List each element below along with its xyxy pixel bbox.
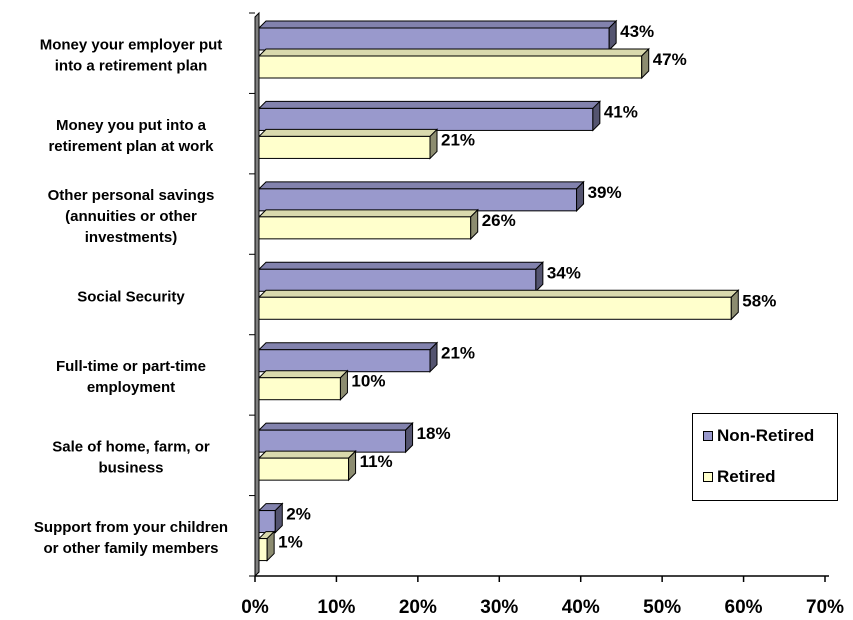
- axis-wall: [254, 11, 260, 578]
- x-tick-label-2: 20%: [399, 597, 437, 618]
- bar-side-non-retired-4: [429, 341, 438, 373]
- category-label-1: Money you put into a retirement plan at w…: [48, 117, 214, 155]
- category-label-line: employment: [87, 379, 175, 396]
- bar-non-retired-0: [258, 27, 610, 51]
- bar-non-retired-1: [258, 107, 594, 131]
- bar-retired-4: [258, 377, 341, 401]
- legend-label-non-retired: Non-Retired: [717, 426, 815, 445]
- x-tick-label-1: 10%: [317, 597, 355, 618]
- data-label-non-retired-4: 21%: [441, 344, 475, 363]
- bar-retired-6: [258, 538, 268, 562]
- bar-side-retired-6: [266, 530, 275, 562]
- bar-top-non-retired-3: [257, 261, 545, 270]
- data-label-non-retired-6: 2%: [286, 505, 311, 524]
- data-label-retired-5: 11%: [360, 452, 393, 471]
- bar-side-retired-5: [348, 449, 357, 482]
- category-label-line: Money your employer put: [40, 37, 223, 54]
- bar-side-retired-0: [641, 47, 650, 80]
- bar-top-non-retired-4: [257, 342, 439, 351]
- bar-retired-1: [258, 135, 431, 159]
- category-label-line: Other personal savings: [48, 187, 215, 204]
- category-label-line: Support from your children: [34, 519, 228, 536]
- category-label-line: Social Security: [77, 288, 185, 305]
- category-label-line: investments): [85, 229, 178, 246]
- legend-item-non-retired: Non-Retired: [703, 426, 814, 446]
- bar-top-non-retired-2: [257, 181, 585, 190]
- bar-non-retired-4: [258, 349, 431, 373]
- category-label-line: retirement plan at work: [48, 138, 214, 155]
- bar-side-non-retired-1: [592, 100, 601, 132]
- data-label-non-retired-3: 34%: [547, 263, 581, 282]
- category-label-line: (annuities or other: [65, 208, 197, 225]
- chart-legend: Non-Retired Retired: [692, 413, 838, 501]
- data-label-retired-6: 1%: [278, 533, 303, 552]
- category-label-0: Money your employer put into a retirement…: [40, 37, 223, 75]
- data-label-retired-3: 58%: [742, 291, 776, 310]
- bar-top-non-retired-0: [257, 20, 618, 29]
- category-label-2: Other personal savings (annuities or othe…: [48, 187, 215, 246]
- data-label-non-retired-2: 39%: [588, 183, 622, 202]
- bar-top-non-retired-1: [257, 100, 602, 109]
- bar-top-retired-2: [257, 209, 479, 218]
- bar-retired-5: [258, 457, 350, 481]
- data-label-retired-1: 21%: [441, 130, 475, 149]
- bar-non-retired-5: [258, 429, 407, 453]
- category-label-line: business: [98, 460, 163, 477]
- bar-non-retired-2: [258, 188, 578, 212]
- data-label-retired-2: 26%: [482, 211, 516, 230]
- data-label-non-retired-5: 18%: [417, 424, 451, 443]
- category-label-line: Full-time or part-time: [56, 358, 206, 375]
- bar-side-non-retired-5: [405, 421, 414, 454]
- bar-side-retired-4: [339, 369, 348, 401]
- bar-retired-3: [258, 296, 732, 320]
- bar-side-retired-3: [730, 289, 739, 321]
- bar-side-non-retired-6: [274, 502, 283, 534]
- category-label-line: Sale of home, farm, or: [52, 439, 210, 456]
- bar-non-retired-3: [258, 268, 537, 292]
- bar-non-retired-6: [258, 510, 276, 534]
- bar-retired-2: [258, 216, 472, 240]
- bar-side-non-retired-2: [576, 180, 585, 213]
- category-label-line: into a retirement plan: [55, 58, 208, 75]
- category-label-5: Sale of home, farm, or business: [52, 439, 210, 477]
- data-label-retired-4: 10%: [351, 372, 385, 391]
- x-tick-label-0: 0%: [241, 597, 269, 618]
- bar-side-retired-1: [429, 128, 438, 160]
- category-label-line: Money you put into a: [56, 117, 207, 134]
- bar-top-non-retired-5: [257, 422, 414, 431]
- bar-top-retired-5: [257, 450, 357, 459]
- bar-top-retired-0: [257, 48, 650, 57]
- data-label-non-retired-1: 41%: [604, 102, 638, 121]
- x-tick-label-7: 70%: [806, 597, 844, 618]
- x-tick-label-3: 30%: [480, 597, 518, 618]
- legend-label-retired: Retired: [717, 467, 776, 486]
- x-tick-label-4: 40%: [562, 597, 600, 618]
- bar-side-non-retired-3: [535, 261, 544, 293]
- bar-top-retired-1: [257, 128, 439, 137]
- data-label-retired-0: 47%: [653, 50, 687, 69]
- bar-side-non-retired-0: [608, 19, 617, 52]
- x-tick-label-6: 60%: [725, 597, 763, 618]
- legend-swatch-non-retired: [703, 431, 713, 441]
- data-label-non-retired-0: 43%: [620, 22, 654, 41]
- bar-top-retired-4: [257, 370, 349, 379]
- legend-swatch-retired: [703, 472, 713, 482]
- x-tick-label-5: 50%: [643, 597, 681, 618]
- legend-item-retired: Retired: [703, 467, 776, 487]
- category-label-6: Support from your children or other famil…: [34, 519, 228, 557]
- bar-top-retired-3: [257, 289, 740, 298]
- category-label-4: Full-time or part-time employment: [56, 358, 206, 396]
- category-label-line: or other family members: [43, 540, 218, 557]
- bar-retired-0: [258, 55, 643, 79]
- bar-side-retired-2: [470, 208, 479, 241]
- category-label-3: Social Security: [77, 288, 185, 305]
